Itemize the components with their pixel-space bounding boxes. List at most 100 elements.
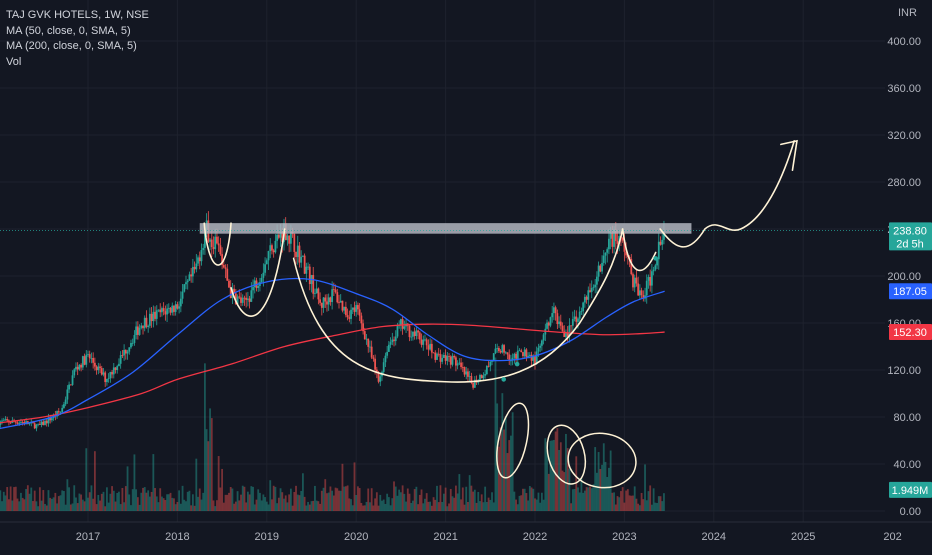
volume-bar	[372, 505, 375, 511]
candle-body	[102, 372, 105, 375]
candle-body	[577, 318, 579, 322]
volume-bar	[135, 489, 138, 511]
candle-body	[535, 351, 538, 364]
candle-body	[95, 366, 98, 371]
candle-body	[66, 389, 69, 400]
candle-body	[142, 325, 144, 329]
volume-bar	[166, 494, 168, 511]
volume-bar	[487, 497, 490, 511]
volume-bar	[599, 468, 602, 511]
candle-body	[210, 239, 213, 248]
x-tick-label: 2019	[255, 531, 279, 543]
candle-body	[28, 423, 31, 425]
projection-curve	[659, 140, 796, 248]
volume-bar	[515, 499, 517, 511]
candle-body	[228, 280, 230, 288]
candle-body	[659, 241, 662, 245]
y-tick-label: 320.00	[887, 130, 921, 142]
candle-body	[460, 362, 462, 367]
candle-body	[197, 257, 199, 264]
candle-body	[642, 295, 645, 299]
volume-bar	[516, 504, 519, 511]
candle-body	[183, 284, 186, 292]
legend-ma200[interactable]: MA (200, close, 0, SMA, 5)	[6, 40, 137, 52]
candle-body	[638, 290, 641, 296]
candle-body	[661, 239, 664, 245]
volume-bar	[429, 501, 432, 511]
candle-body	[243, 297, 246, 299]
volume-bar	[635, 498, 638, 511]
candle-body	[494, 348, 497, 354]
volume-bar	[556, 428, 559, 511]
volume-bar	[305, 505, 308, 511]
candle-body	[193, 266, 196, 270]
candle-body	[57, 411, 60, 413]
volume-bar	[518, 495, 521, 511]
volume-bar	[334, 487, 337, 511]
candle-body	[322, 297, 325, 308]
candle-body	[400, 319, 402, 325]
x-tick-label: 2024	[702, 531, 726, 543]
volume-bar	[207, 441, 210, 511]
candle-body	[422, 339, 425, 345]
volume-bar	[523, 488, 526, 511]
volume-bar	[155, 496, 158, 511]
candle-body	[88, 354, 91, 359]
candle-body	[594, 284, 597, 288]
volume-bar	[255, 499, 258, 511]
volume-bar	[468, 475, 471, 511]
volume-bar	[52, 497, 55, 511]
y-tick-label: 40.00	[893, 459, 921, 471]
legend-vol[interactable]: Vol	[6, 55, 22, 68]
candle-body	[458, 362, 461, 364]
volume-bar	[205, 429, 208, 511]
candle-body	[582, 302, 585, 312]
candle-body	[188, 274, 191, 281]
y-tick-label: 360.00	[887, 83, 921, 95]
price-badge	[889, 481, 932, 498]
volume-bar	[594, 447, 597, 511]
volume-bar	[44, 503, 46, 511]
candle-body	[204, 232, 206, 248]
volume-bar	[11, 500, 14, 511]
volume-bar	[159, 488, 162, 511]
candle-body	[32, 421, 34, 424]
volume-bar	[393, 481, 395, 511]
volume-bar	[522, 488, 524, 511]
volume-bar	[69, 504, 72, 511]
candle-body	[613, 229, 615, 247]
candle-body	[260, 277, 263, 283]
volume-bar	[272, 485, 275, 511]
volume-bar	[444, 487, 447, 511]
candle-body	[169, 307, 172, 313]
volume-bar	[2, 491, 5, 511]
legend-ma50[interactable]: MA (50, close, 0, SMA, 5)	[6, 24, 131, 37]
candle-body	[534, 355, 536, 364]
volume-bar	[300, 490, 303, 511]
candle-body	[37, 423, 40, 425]
volume-bar	[480, 494, 483, 511]
candle-body	[326, 301, 328, 305]
candle-body	[611, 232, 614, 247]
candle-body	[410, 336, 413, 338]
candle-body	[281, 231, 284, 242]
candle-body	[654, 265, 657, 270]
candle-body	[99, 366, 101, 369]
legend-title[interactable]: TAJ GVK HOTELS, 1W, NSE	[6, 9, 149, 21]
candle-body	[9, 422, 12, 424]
volume-bar	[597, 452, 600, 511]
candle-body	[456, 363, 459, 366]
candle-body	[75, 366, 77, 370]
candle-body	[497, 348, 500, 352]
candle-body	[1, 420, 3, 422]
candle-body	[296, 245, 299, 258]
candle-body	[155, 310, 158, 319]
volume-bar	[246, 491, 249, 511]
volume-bar	[616, 496, 619, 511]
candle-body	[403, 326, 406, 329]
volume-bar	[351, 505, 354, 511]
volume-bar	[611, 492, 614, 511]
candle-body	[81, 356, 84, 368]
